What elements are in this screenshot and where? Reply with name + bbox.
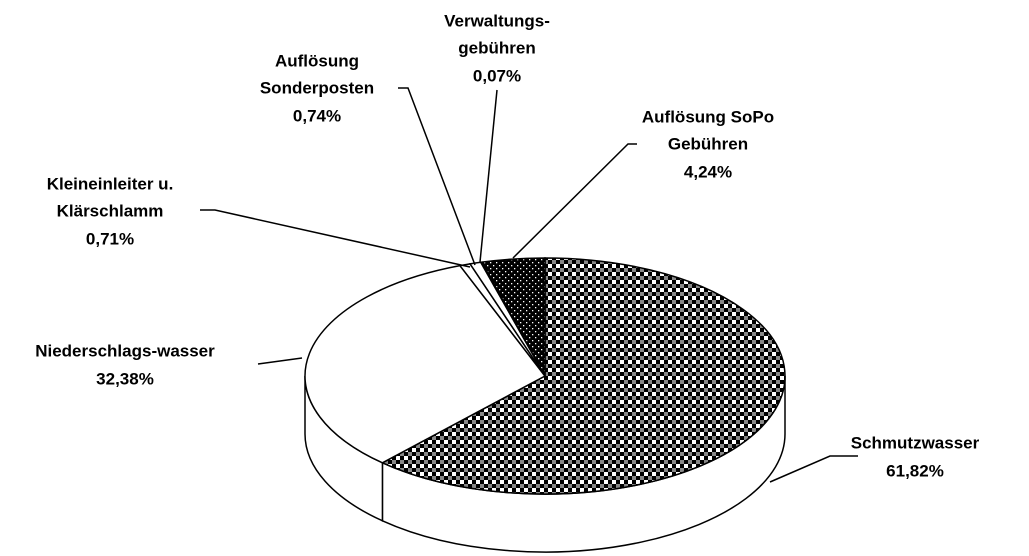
slice-label: Niederschlags-wasser xyxy=(35,341,215,360)
value-label: 32,38% xyxy=(96,369,154,388)
slice-label: gebühren xyxy=(458,38,535,57)
value-label: 4,24% xyxy=(684,162,732,181)
slice-label: Kleineinleiter u. xyxy=(47,174,174,193)
slice-label: Schmutzwasser xyxy=(851,433,980,452)
slice xyxy=(304,264,547,464)
leader-line xyxy=(479,89,498,263)
value-label: 0,07% xyxy=(473,66,521,85)
value-label: 0,74% xyxy=(293,106,341,125)
value-label: 0,71% xyxy=(86,229,134,248)
leader-line xyxy=(398,87,476,266)
leader-line xyxy=(512,143,637,259)
slice-label: Auflösung SoPo xyxy=(642,107,774,126)
leader-line xyxy=(769,455,858,483)
slice-label: Sonderposten xyxy=(260,78,374,97)
value-label: 61,82% xyxy=(886,461,944,480)
slice xyxy=(480,257,546,379)
leader-line xyxy=(257,357,303,365)
slice-label: Gebühren xyxy=(668,134,748,153)
slice-label: Auflösung xyxy=(275,51,359,70)
slice-label: Verwaltungs- xyxy=(444,11,550,30)
slice-label: Klärschlamm xyxy=(57,201,164,220)
leader-line xyxy=(200,209,471,268)
slice xyxy=(380,257,786,495)
